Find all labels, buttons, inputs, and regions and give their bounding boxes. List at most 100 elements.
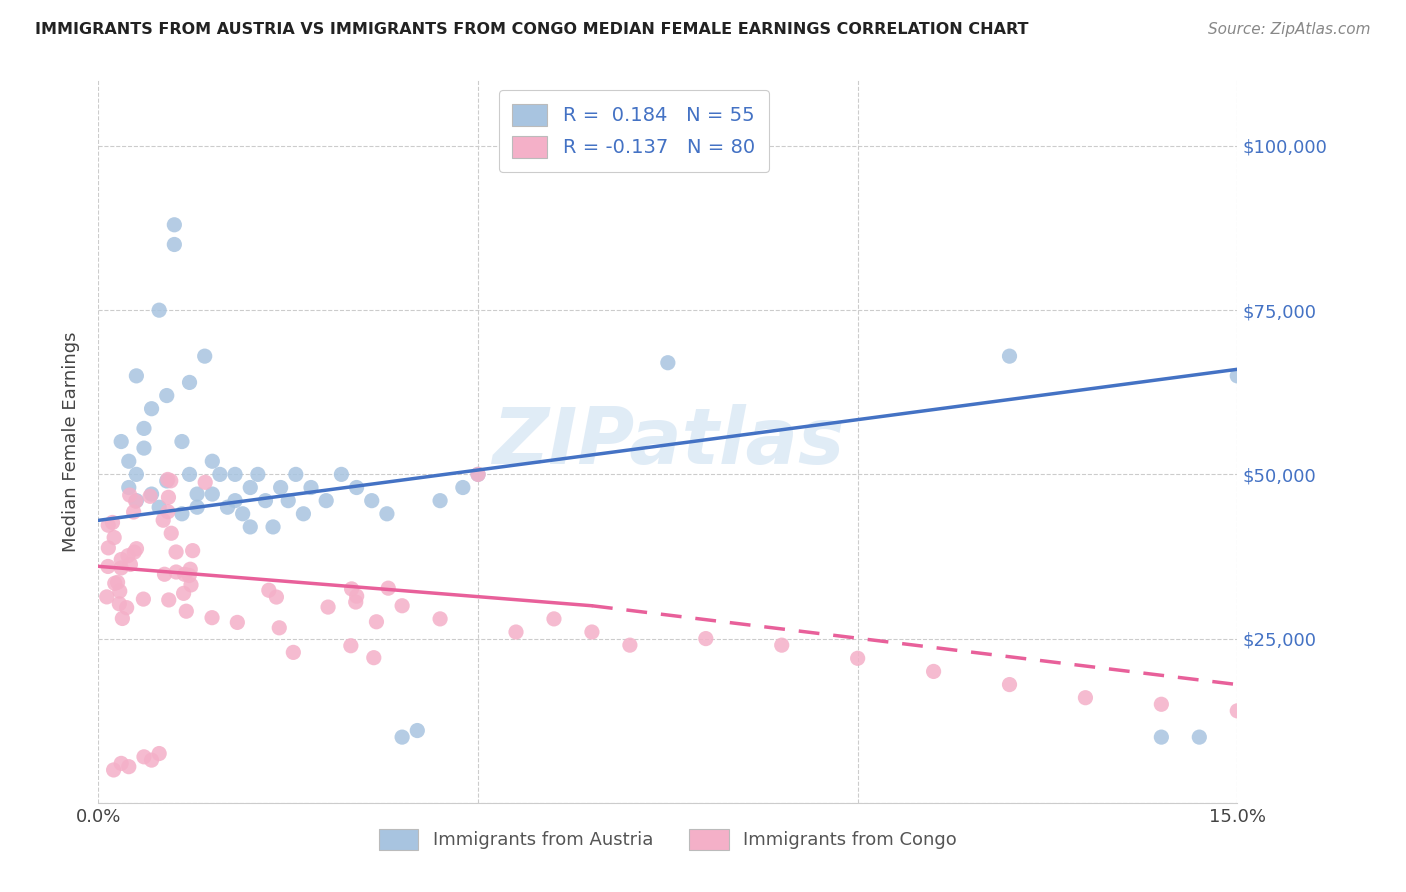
Point	[110, 552, 132, 566]
Text: IMMIGRANTS FROM AUSTRIA VS IMMIGRANTS FROM CONGO MEDIAN FEMALE EARNINGS CORRELAT: IMMIGRANTS FROM AUSTRIA VS IMMIGRANTS FR…	[35, 22, 1029, 37]
Point	[467, 467, 489, 482]
Point	[132, 421, 155, 435]
Point	[125, 467, 148, 482]
Point	[124, 545, 146, 559]
Point	[316, 600, 339, 615]
Point	[375, 507, 398, 521]
Point	[153, 567, 176, 582]
Point	[246, 467, 269, 482]
Point	[156, 388, 179, 402]
Point	[170, 507, 193, 521]
Point	[998, 349, 1021, 363]
Point	[165, 545, 187, 559]
Y-axis label: Median Female Earnings: Median Female Earnings	[62, 331, 80, 552]
Point	[283, 645, 305, 659]
Point	[141, 401, 163, 416]
Point	[173, 586, 195, 600]
Point	[695, 632, 717, 646]
Point	[179, 467, 201, 482]
Point	[108, 597, 131, 611]
Point	[103, 531, 125, 545]
Point	[125, 368, 148, 383]
Point	[581, 625, 603, 640]
Point	[118, 481, 141, 495]
Point	[217, 500, 239, 515]
Point	[505, 625, 527, 640]
Point	[346, 589, 368, 603]
Point	[451, 481, 474, 495]
Point	[186, 487, 208, 501]
Point	[125, 493, 148, 508]
Point	[998, 677, 1021, 691]
Point	[363, 650, 385, 665]
Point	[180, 578, 202, 592]
Point	[257, 583, 280, 598]
Point	[277, 493, 299, 508]
Point	[179, 376, 201, 390]
Point	[1188, 730, 1211, 744]
Point	[846, 651, 869, 665]
Point	[156, 505, 179, 519]
Point	[122, 505, 145, 519]
Point	[111, 611, 134, 625]
Point	[377, 581, 399, 595]
Point	[239, 481, 262, 495]
Point	[181, 543, 204, 558]
Point	[117, 549, 139, 563]
Point	[232, 507, 254, 521]
Point	[770, 638, 793, 652]
Point	[157, 490, 180, 504]
Point	[115, 600, 138, 615]
Point	[429, 612, 451, 626]
Point	[1150, 730, 1173, 744]
Point	[97, 559, 120, 574]
Point	[118, 454, 141, 468]
Point	[201, 610, 224, 624]
Point	[141, 487, 163, 501]
Point	[174, 604, 197, 618]
Point	[346, 481, 368, 495]
Point	[186, 500, 208, 515]
Point	[344, 595, 367, 609]
Point	[141, 753, 163, 767]
Point	[179, 568, 201, 582]
Point	[201, 487, 224, 501]
Point	[619, 638, 641, 652]
Point	[360, 493, 382, 508]
Point	[226, 615, 249, 630]
Point	[101, 516, 124, 530]
Point	[340, 582, 363, 596]
Point	[139, 489, 162, 503]
Point	[104, 576, 127, 591]
Point	[1150, 698, 1173, 712]
Point	[201, 454, 224, 468]
Point	[1074, 690, 1097, 705]
Point	[110, 561, 132, 575]
Point	[340, 639, 363, 653]
Point	[366, 615, 388, 629]
Point	[292, 507, 315, 521]
Point	[224, 493, 246, 508]
Point	[315, 493, 337, 508]
Point	[208, 467, 231, 482]
Point	[194, 475, 217, 490]
Point	[156, 474, 179, 488]
Point	[330, 467, 353, 482]
Point	[269, 621, 291, 635]
Point	[406, 723, 429, 738]
Point	[429, 493, 451, 508]
Point	[132, 592, 155, 607]
Point	[163, 218, 186, 232]
Point	[391, 730, 413, 744]
Point	[284, 467, 307, 482]
Point	[170, 434, 193, 449]
Point	[148, 747, 170, 761]
Point	[157, 593, 180, 607]
Point	[125, 541, 148, 556]
Point	[270, 481, 292, 495]
Point	[107, 575, 129, 590]
Point	[299, 481, 322, 495]
Point	[165, 565, 187, 579]
Point	[108, 584, 131, 599]
Point	[110, 756, 132, 771]
